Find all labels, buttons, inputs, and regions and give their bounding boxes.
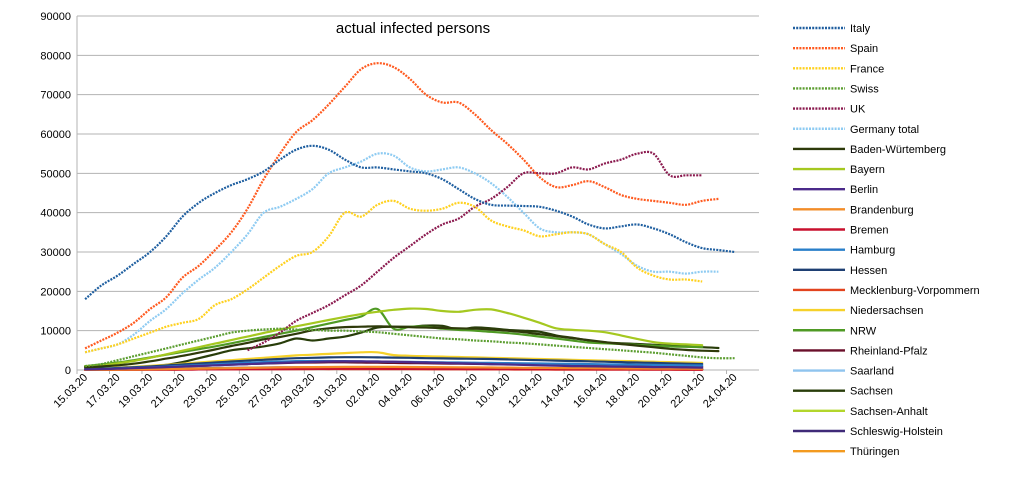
legend-label-rheinland-pfalz: Rheinland-Pfalz — [850, 345, 928, 357]
x-tick-label: 27.03.20 — [246, 372, 285, 411]
chart-title: actual infected persons — [336, 20, 490, 37]
x-tick-label: 31.03.20 — [311, 372, 350, 411]
series-line-nrw — [84, 307, 704, 368]
legend-label-france: France — [850, 63, 884, 75]
legend-label-mecklenburg-vorpommern: Mecklenburg-Vorpommern — [850, 285, 980, 297]
x-tick-label: 23.03.20 — [181, 372, 220, 411]
legend-label-hessen: Hessen — [850, 265, 887, 277]
legend-label-nrw: NRW — [850, 325, 877, 337]
y-tick-label: 30000 — [40, 247, 71, 259]
legend-label-brandenburg: Brandenburg — [850, 204, 914, 216]
series-line-bayern — [84, 307, 704, 368]
x-tick-label: 16.04.20 — [571, 372, 610, 411]
x-tick-label: 12.04.20 — [506, 372, 545, 411]
x-tick-label: 15.03.20 — [51, 372, 90, 411]
legend-label-sachsen: Sachsen — [850, 386, 893, 398]
x-tick-label: 24.04.20 — [701, 372, 740, 411]
legend-label-italy: Italy — [850, 23, 871, 35]
series-line-germany-total — [84, 152, 719, 354]
x-tick-label: 02.04.20 — [344, 372, 383, 411]
x-tick-label: 10.04.20 — [474, 372, 513, 411]
axes — [76, 16, 759, 371]
legend-label-bayern: Bayern — [850, 164, 885, 176]
x-axis-ticks: 15.03.2017.03.2019.03.2021.03.2023.03.20… — [51, 370, 740, 411]
series-line-spain — [84, 62, 719, 350]
series-line-hessen — [84, 356, 704, 371]
legend-label-hamburg: Hamburg — [850, 245, 895, 257]
legend-label-bremen: Bremen — [850, 225, 889, 237]
series-line-berlin — [84, 360, 704, 371]
legend-label-berlin: Berlin — [850, 184, 878, 196]
series-line-uk — [247, 150, 703, 352]
x-tick-label: 08.04.20 — [441, 372, 480, 411]
y-tick-label: 40000 — [40, 208, 71, 220]
x-tick-label: 29.03.20 — [279, 372, 318, 411]
series-line-italy — [84, 144, 735, 301]
y-tick-label: 20000 — [40, 286, 71, 298]
y-tick-label: 70000 — [40, 90, 71, 102]
gridlines — [77, 15, 759, 371]
y-tick-label: 10000 — [40, 326, 71, 338]
y-tick-label: 60000 — [40, 129, 71, 141]
legend-label-saarland: Saarland — [850, 366, 894, 378]
legend: Italy Spain France Swiss UK Germany total Bade… — [793, 23, 980, 458]
x-tick-label: 14.04.20 — [539, 372, 578, 411]
legend-label-th-ringen: Thüringen — [850, 446, 900, 458]
y-tick-label: 80000 — [40, 50, 71, 62]
legend-label-schleswig-holstein: Schleswig-Holstein — [850, 426, 943, 438]
legend-label-swiss: Swiss — [850, 83, 879, 95]
legend-label-baden-w-rtemberg: Baden-Würtemberg — [850, 144, 946, 156]
x-tick-label: 04.04.20 — [376, 372, 415, 411]
y-tick-label: 0 — [65, 365, 71, 377]
series-line-france — [84, 199, 703, 354]
series-lines — [84, 62, 735, 371]
y-tick-label: 90000 — [40, 11, 71, 23]
series-line-baden-w-rtemberg — [84, 325, 720, 369]
x-tick-label: 19.03.20 — [116, 372, 155, 411]
series-line-swiss — [84, 327, 735, 368]
x-tick-label: 22.04.20 — [669, 372, 708, 411]
x-tick-label: 18.04.20 — [604, 372, 643, 411]
y-axis-ticks: 0 10000 20000 30000 40000 50000 60000 70000 8000… — [40, 11, 71, 377]
x-tick-label: 20.04.20 — [636, 372, 675, 411]
legend-label-uk: UK — [850, 104, 866, 116]
series-line-brandenburg — [84, 365, 704, 371]
x-tick-label: 21.03.20 — [149, 372, 188, 411]
x-tick-label: 17.03.20 — [84, 372, 123, 411]
x-tick-label: 25.03.20 — [214, 372, 253, 411]
x-tick-label: 06.04.20 — [409, 372, 448, 411]
legend-label-germany-total: Germany total — [850, 124, 919, 136]
y-tick-label: 50000 — [40, 168, 71, 180]
legend-label-niedersachsen: Niedersachsen — [850, 305, 923, 317]
legend-label-sachsen-anhalt: Sachsen-Anhalt — [850, 406, 928, 418]
legend-label-spain: Spain — [850, 43, 878, 55]
